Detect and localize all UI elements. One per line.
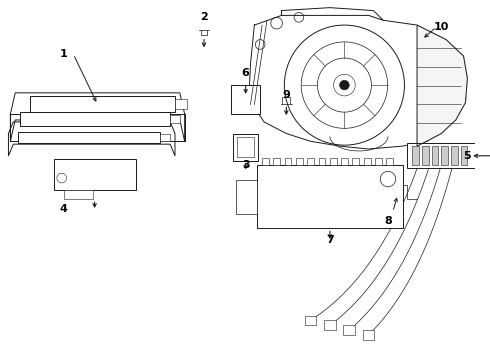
Bar (237, 138, 254, 157)
Bar (170, 115, 180, 123)
Bar (273, 158, 280, 166)
Bar (20, 112, 170, 126)
Text: 2: 2 (200, 12, 208, 22)
Bar (231, 85, 260, 114)
Bar (352, 158, 359, 166)
Bar (461, 146, 467, 166)
Text: 6: 6 (242, 68, 249, 78)
Text: 1: 1 (60, 49, 68, 59)
Bar (64, 190, 93, 199)
Bar (341, 158, 348, 166)
Bar (324, 320, 336, 330)
Bar (305, 316, 317, 325)
Text: 8: 8 (384, 216, 392, 226)
Text: 3: 3 (242, 161, 249, 171)
Text: 4: 4 (60, 204, 68, 214)
Text: 7: 7 (326, 235, 334, 245)
Bar (412, 146, 419, 166)
Polygon shape (281, 8, 383, 20)
Bar (18, 132, 160, 143)
Bar (175, 99, 187, 109)
Text: 10: 10 (434, 22, 449, 32)
Bar (236, 180, 257, 214)
Bar (451, 146, 458, 166)
Bar (318, 158, 325, 166)
Bar (375, 158, 382, 166)
Circle shape (340, 80, 349, 90)
Text: 9: 9 (282, 90, 290, 100)
Bar (387, 158, 393, 166)
Bar (296, 158, 303, 166)
Bar (262, 158, 269, 166)
Bar (407, 143, 475, 168)
Bar (54, 159, 136, 190)
Polygon shape (249, 15, 467, 149)
Bar (422, 146, 429, 166)
Bar (363, 330, 374, 340)
Bar (233, 134, 258, 161)
Bar (30, 96, 175, 112)
Bar (285, 158, 292, 166)
Bar (330, 158, 337, 166)
Bar (257, 166, 402, 228)
Polygon shape (417, 25, 467, 146)
Bar (364, 158, 370, 166)
Bar (343, 325, 355, 335)
Bar (432, 146, 439, 166)
Bar (160, 134, 170, 141)
Text: 5: 5 (464, 151, 471, 161)
Bar (441, 146, 448, 166)
Bar (307, 158, 314, 166)
